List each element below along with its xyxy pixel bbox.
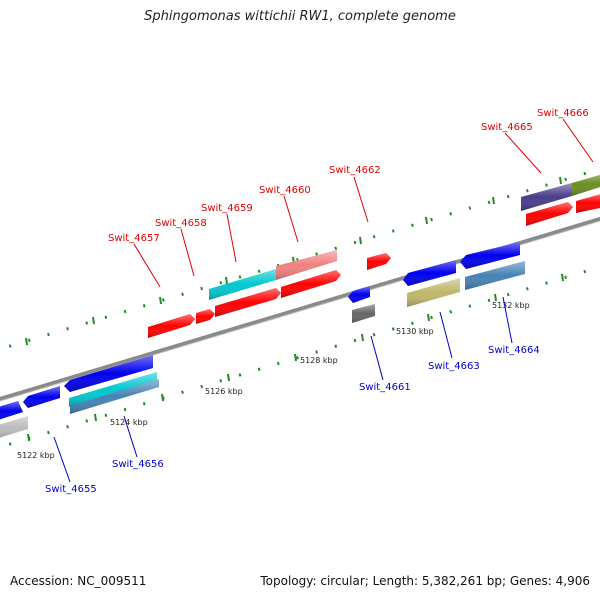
gene-swit-4660-feature bbox=[276, 250, 337, 280]
gene-swit-4657[interactable] bbox=[148, 314, 195, 338]
gene-swit-4659-feature bbox=[209, 269, 276, 300]
scale-label-5128: 5128 kbp bbox=[300, 356, 338, 365]
reverse-leader-lines bbox=[53, 296, 513, 483]
major-ticks-lower bbox=[27, 273, 564, 442]
gene-swit-4661-feature bbox=[352, 304, 375, 323]
gene-reverse-fragment-left[interactable] bbox=[0, 401, 23, 421]
scale-label-5130: 5130 kbp bbox=[396, 327, 434, 336]
gene-swit-4665-feature bbox=[521, 183, 572, 211]
gene-label-swit-4655: Swit_4655 bbox=[45, 484, 97, 495]
gene-swit-4664-feature bbox=[465, 261, 525, 290]
scale-label-5132: 5132 kbp bbox=[492, 301, 530, 310]
gene-swit-4666-feature bbox=[572, 174, 600, 196]
gene-label-swit-4664: Swit_4664 bbox=[488, 345, 540, 356]
gene-swit-4663[interactable] bbox=[403, 260, 456, 286]
gene-swit-4659[interactable] bbox=[215, 288, 281, 317]
genome-summary-text: Topology: circular; Length: 5,382,261 bp… bbox=[260, 574, 590, 588]
gene-swit-4660[interactable] bbox=[281, 270, 341, 298]
gene-swit-4666[interactable] bbox=[576, 193, 600, 213]
gene-swit-4664[interactable] bbox=[460, 242, 520, 269]
gene-swit-4655[interactable] bbox=[23, 386, 60, 408]
gene-swit-4662[interactable] bbox=[367, 253, 391, 270]
gene-label-swit-4665: Swit_4665 bbox=[481, 122, 533, 133]
gene-label-swit-4660: Swit_4660 bbox=[259, 185, 311, 196]
gene-label-swit-4666: Swit_4666 bbox=[537, 108, 589, 119]
gene-label-swit-4657: Swit_4657 bbox=[108, 233, 160, 244]
gene-label-swit-4661: Swit_4661 bbox=[359, 382, 411, 393]
gene-label-swit-4656: Swit_4656 bbox=[112, 459, 164, 470]
gene-label-swit-4663: Swit_4663 bbox=[428, 361, 480, 372]
gene-label-swit-4659: Swit_4659 bbox=[201, 203, 253, 214]
forward-leader-lines bbox=[133, 118, 594, 288]
map-title: Sphingomonas wittichii RW1, complete gen… bbox=[144, 9, 456, 24]
gene-swit-4661[interactable] bbox=[348, 286, 370, 303]
gene-label-swit-4662: Swit_4662 bbox=[329, 165, 381, 176]
gene-label-swit-4658: Swit_4658 bbox=[155, 218, 207, 229]
scale-label-5122: 5122 kbp bbox=[17, 451, 55, 460]
scale-label-5124: 5124 kbp bbox=[110, 418, 148, 427]
gene-swit-4656-feature bbox=[69, 372, 159, 414]
accession-text: Accession: NC_009511 bbox=[10, 574, 147, 588]
gene-swit-4663-feature bbox=[407, 278, 460, 307]
scale-label-5126: 5126 kbp bbox=[205, 387, 243, 396]
gene-reverse-fragment-left-feature bbox=[0, 416, 28, 438]
gene-swit-4658[interactable] bbox=[196, 309, 215, 324]
gene-swit-4665[interactable] bbox=[526, 202, 573, 226]
gene-swit-4656[interactable] bbox=[64, 355, 153, 392]
